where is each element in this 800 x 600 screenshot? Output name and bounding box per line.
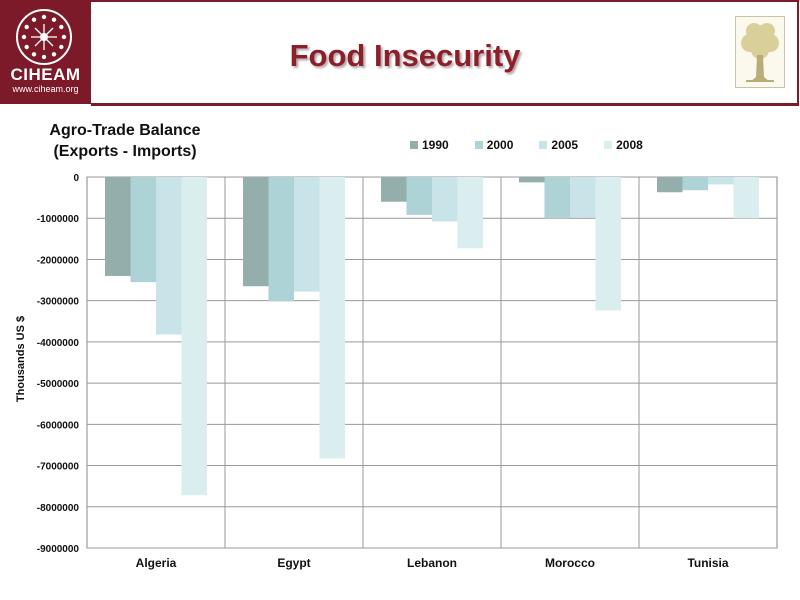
chart-title: Agro-Trade Balance (Exports - Imports): [20, 120, 230, 162]
legend-swatch: [604, 141, 613, 149]
legend-item-1990: 1990: [410, 138, 449, 152]
y-tick-label: -5000000: [37, 379, 80, 390]
legend-swatch: [474, 141, 483, 149]
x-tick-label: Egypt: [277, 556, 310, 570]
y-tick-label: -1000000: [37, 214, 80, 225]
bar-egypt-2000: [268, 177, 294, 302]
bar-algeria-1990: [105, 177, 131, 276]
chart-title-line2: (Exports - Imports): [53, 143, 197, 160]
slide-header: CIHEAM www.ciheam.org Food Insecurity: [0, 0, 800, 106]
bar-lebanon-2000: [406, 177, 432, 215]
legend-label: 2005: [551, 138, 579, 152]
bar-morocco-2008: [595, 177, 621, 311]
bar-lebanon-2008: [457, 177, 483, 249]
x-tick-label: Morocco: [545, 556, 595, 570]
y-tick-label: -2000000: [37, 255, 80, 266]
chart-title-line1: Agro-Trade Balance: [49, 122, 201, 139]
title-banner: [91, 0, 799, 106]
legend-item-2008: 2008: [604, 138, 643, 152]
logo-url: www.ciheam.org: [12, 84, 79, 94]
bar-egypt-1990: [243, 177, 269, 287]
tree-icon: [735, 16, 785, 88]
legend-swatch: [539, 141, 548, 149]
bar-algeria-2008: [181, 177, 207, 496]
page-title: Food Insecurity: [289, 38, 521, 73]
bar-tunisia-1990: [657, 177, 683, 193]
ciheam-logo-icon: [16, 9, 72, 65]
bar-egypt-2008: [319, 177, 345, 459]
ciheam-logo: CIHEAM www.ciheam.org: [0, 0, 91, 104]
bar-lebanon-2005: [432, 177, 458, 222]
bar-egypt-2005: [294, 177, 320, 292]
y-tick-label: -3000000: [37, 297, 80, 308]
bar-morocco-2005: [570, 177, 596, 218]
bar-tunisia-2005: [708, 177, 734, 185]
logo-text: CIHEAM: [10, 65, 81, 84]
bar-morocco-2000: [544, 177, 570, 219]
chart-legend: 1990 2000 2005 2008: [410, 138, 669, 152]
y-tick-label: -6000000: [37, 420, 80, 431]
bar-algeria-2005: [156, 177, 182, 335]
y-tick-label: -9000000: [37, 544, 80, 555]
x-tick-label: Algeria: [136, 556, 177, 570]
legend-label: 1990: [422, 138, 449, 152]
y-tick-label: -4000000: [37, 338, 80, 349]
bar-algeria-2000: [130, 177, 156, 283]
legend-item-2000: 2000: [474, 138, 514, 152]
legend-label: 2008: [616, 138, 643, 152]
x-tick-label: Tunisia: [687, 556, 728, 570]
y-tick-label: 0: [73, 173, 79, 184]
legend-swatch: [410, 141, 418, 149]
bar-tunisia-2000: [682, 177, 708, 191]
bar-tunisia-2008: [733, 177, 759, 219]
x-tick-label: Lebanon: [407, 556, 457, 570]
legend-item-2005: 2005: [539, 138, 578, 152]
bar-morocco-1990: [519, 177, 545, 183]
y-tick-label: -7000000: [37, 462, 80, 473]
y-tick-label: -8000000: [37, 503, 80, 514]
bar-lebanon-1990: [381, 177, 407, 202]
legend-label: 2000: [486, 138, 514, 152]
